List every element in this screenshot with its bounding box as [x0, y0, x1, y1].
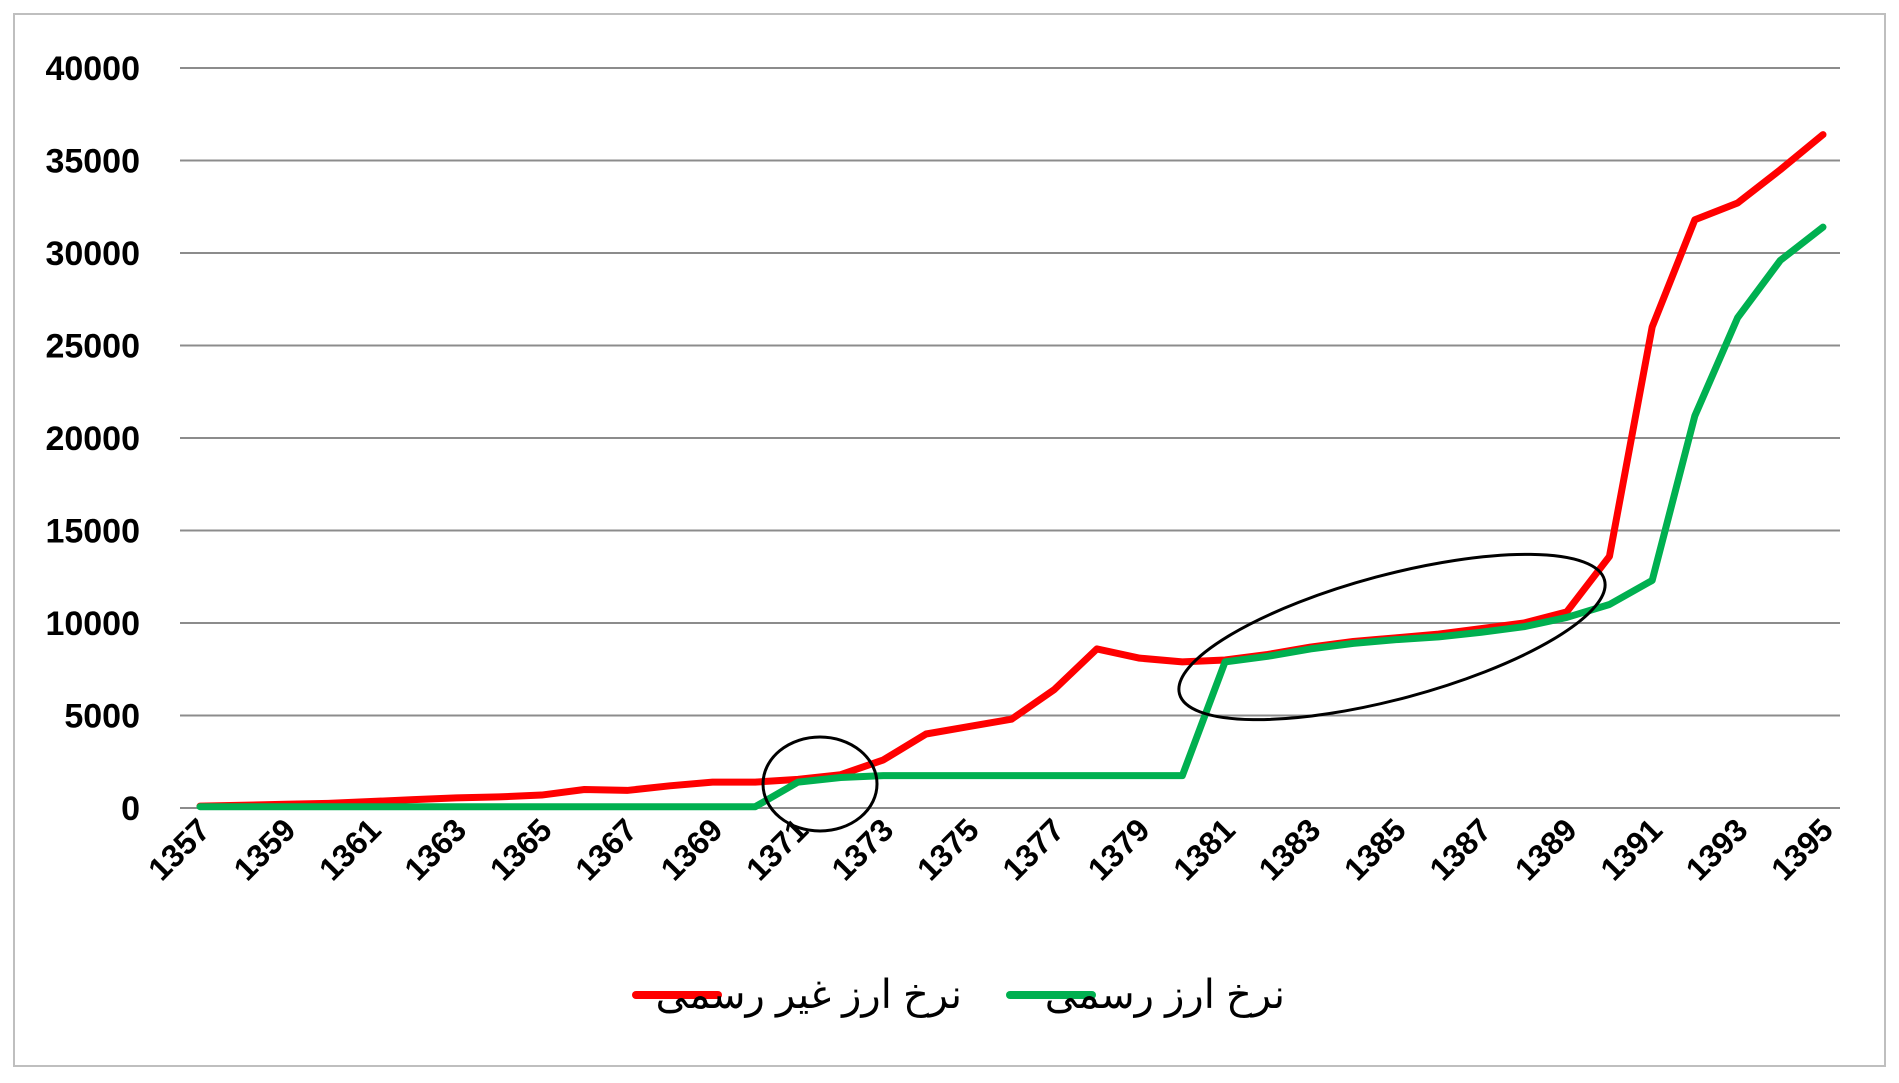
legend-label: نرخ ارز رسمی — [1045, 973, 1285, 1018]
y-tick-label: 15000 — [45, 513, 140, 551]
y-tick-label: 10000 — [45, 605, 140, 643]
y-tick-label: 25000 — [45, 328, 140, 366]
grid-lines — [180, 67, 1840, 809]
y-tick-label: 20000 — [45, 420, 140, 458]
y-tick-label: 30000 — [45, 235, 140, 273]
y-axis-tick-labels: 0 5000 10000 15000 20000 25000 30000 35000 40000 — [45, 50, 140, 828]
y-tick-label: 5000 — [64, 698, 140, 736]
series-line-0 — [196, 131, 1827, 810]
annotation-ellipse — [1177, 552, 1607, 722]
chart-border — [13, 13, 1886, 1067]
annotations — [761, 552, 1607, 833]
series-lines — [196, 131, 1827, 811]
y-tick-label: 35000 — [45, 143, 140, 181]
legend: نرخ ارز غیر رسمی نرخ ارز رسمی — [632, 973, 1285, 1018]
legend-label: نرخ ارز غیر رسمی — [656, 973, 962, 1018]
y-tick-label: 0 — [121, 790, 140, 828]
y-tick-label: 40000 — [45, 50, 140, 88]
series-line-1 — [196, 223, 1827, 811]
annotation-ellipse — [761, 735, 879, 833]
